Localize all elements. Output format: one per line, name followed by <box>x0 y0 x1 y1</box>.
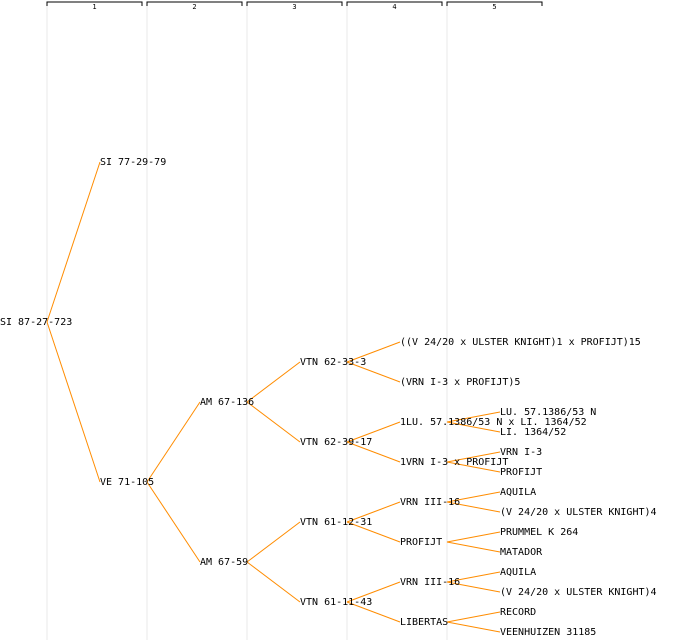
pedigree-node-label: PRUMMEL K 264 <box>500 527 578 538</box>
pedigree-edge <box>446 611 501 623</box>
pedigree-node-label: AQUILA <box>500 487 536 498</box>
pedigree-node-label: AM 67-136 <box>200 397 254 408</box>
generation-bracket <box>346 1 443 6</box>
pedigree-node-label: 1LU. 57.1386/53 N x LI. 1364/52 <box>400 417 587 428</box>
pedigree-labels: SI 87-27-723 SI 77-29-79 VE 71-105 AM 67-13… <box>0 157 657 638</box>
pedigree-node-label: SI 87-27-723 <box>0 317 72 328</box>
pedigree-edge <box>446 451 501 463</box>
pedigree-edge <box>346 361 401 383</box>
pedigree-node-label: PROFIJT <box>500 467 542 478</box>
pedigree-node-label: VRN I-3 <box>500 447 542 458</box>
generation-number: 3 <box>292 3 296 11</box>
pedigree-node-label: LI. 1364/52 <box>500 427 566 438</box>
pedigree-node-label: VTN 62-39-17 <box>300 437 372 448</box>
pedigree-edge <box>446 461 501 473</box>
generation-bracket <box>146 1 243 6</box>
pedigree-node-label: PROFIJT <box>400 537 442 548</box>
pedigree-edge <box>246 561 301 603</box>
pedigree-edge <box>446 621 501 633</box>
pedigree-node-label: VEENHUIZEN 31185 <box>500 627 596 638</box>
pedigree-edge <box>446 541 501 553</box>
pedigree-edge <box>46 321 101 483</box>
pedigree-edge <box>46 161 101 323</box>
pedigree-edge <box>446 571 501 583</box>
generation-bracket <box>446 1 543 6</box>
pedigree-node-label: SI 77-29-79 <box>100 157 166 168</box>
generation-bracket <box>46 1 143 6</box>
pedigree-edges <box>46 161 501 633</box>
pedigree-node-label: VTN 61-12-31 <box>300 517 372 528</box>
pedigree-edge <box>246 521 301 563</box>
pedigree-edge <box>146 481 201 563</box>
pedigree-node-label: RECORD <box>500 607 536 618</box>
pedigree-node-label: (V 24/20 x ULSTER KNIGHT)4 <box>500 587 657 598</box>
pedigree-node-label: VTN 62-33-3 <box>300 357 366 368</box>
pedigree-edge <box>446 491 501 503</box>
pedigree-edge <box>346 341 401 363</box>
pedigree-edge <box>446 501 501 513</box>
pedigree-node-label: VTN 61-11-43 <box>300 597 372 608</box>
generation-bracket <box>246 1 343 6</box>
pedigree-node-label: 1VRN I-3 x PROFIJT <box>400 457 508 468</box>
pedigree-node-label: AQUILA <box>500 567 536 578</box>
pedigree-edge <box>346 581 401 603</box>
pedigree-edge <box>446 411 501 423</box>
pedigree-edge <box>246 401 301 443</box>
pedigree-edge <box>346 441 401 463</box>
pedigree-edge <box>446 531 501 543</box>
pedigree-node-label: VE 71-105 <box>100 477 154 488</box>
pedigree-edge <box>446 421 501 433</box>
pedigree-node-label: AM 67-59 <box>200 557 248 568</box>
pedigree-edge <box>346 421 401 443</box>
pedigree-edge <box>246 361 301 403</box>
generation-number: 1 <box>92 3 96 11</box>
generation-gridlines <box>46 2 448 640</box>
pedigree-node-label: (V 24/20 x ULSTER KNIGHT)4 <box>500 507 657 518</box>
pedigree-edge <box>346 601 401 623</box>
pedigree-edge <box>346 501 401 523</box>
pedigree-node-label: (VRN I-3 x PROFIJT)5 <box>400 377 520 388</box>
pedigree-edge <box>346 521 401 543</box>
pedigree-node-label: LIBERTAS <box>400 617 448 628</box>
pedigree-node-label: VRN III-16 <box>400 577 460 588</box>
pedigree-node-label: VRN III-16 <box>400 497 460 508</box>
generation-header: 1 2 3 4 5 <box>46 1 543 11</box>
pedigree-edge <box>146 401 201 483</box>
pedigree-edge <box>446 581 501 593</box>
generation-number: 2 <box>192 3 196 11</box>
pedigree-node-label: ((V 24/20 x ULSTER KNIGHT)1 x PROFIJT)15 <box>400 337 641 348</box>
pedigree-node-label: LU. 57.1386/53 N <box>500 407 596 418</box>
pedigree-node-label: MATADOR <box>500 547 543 558</box>
generation-number: 5 <box>492 3 496 11</box>
generation-number: 4 <box>392 3 396 11</box>
